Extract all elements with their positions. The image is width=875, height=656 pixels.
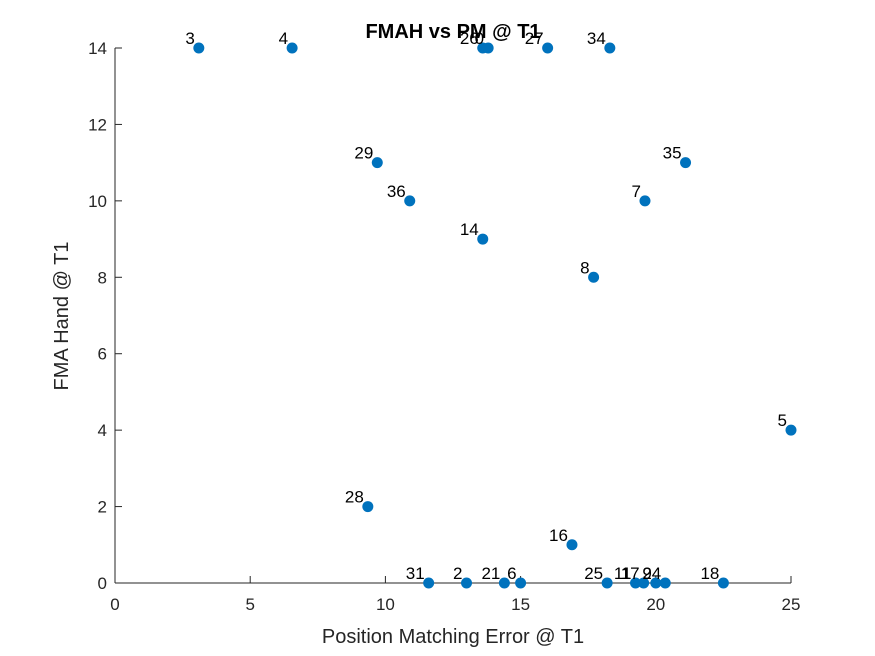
data-point <box>193 42 205 54</box>
y-tick-label: 6 <box>98 345 107 364</box>
data-point <box>404 195 416 207</box>
data-point-label: 17 <box>621 564 640 583</box>
data-point-label: 16 <box>549 526 568 545</box>
data-point-label: 4 <box>279 29 288 48</box>
data-point-label: 35 <box>663 144 682 163</box>
data-point-label: 31 <box>406 564 425 583</box>
data-point-label: 28 <box>345 488 364 507</box>
y-tick-label: 8 <box>98 268 107 287</box>
y-tick-label: 2 <box>98 498 107 517</box>
data-point-label: 24 <box>642 564 661 583</box>
data-point <box>659 577 671 589</box>
data-point-label: 2 <box>453 564 462 583</box>
y-tick-label: 4 <box>98 421 107 440</box>
data-point-label: 3 <box>185 29 194 48</box>
y-tick-label: 14 <box>88 39 107 58</box>
data-point <box>601 577 613 589</box>
data-point-label: 21 <box>481 564 500 583</box>
data-point <box>630 577 642 589</box>
data-point <box>515 577 527 589</box>
data-point-label: 34 <box>587 29 606 48</box>
data-point <box>477 233 489 245</box>
y-tick-label: 0 <box>98 574 107 593</box>
data-point-label: 18 <box>700 564 719 583</box>
data-point <box>604 42 616 54</box>
data-point <box>482 42 494 54</box>
data-point <box>717 577 729 589</box>
data-point <box>639 195 651 207</box>
data-point-label: 14 <box>460 220 479 239</box>
x-tick-label: 20 <box>646 595 665 614</box>
data-point <box>371 157 383 169</box>
data-point <box>650 577 662 589</box>
chart-title: FMAH vs PM @ T1 <box>365 21 540 43</box>
y-axis-label: FMA Hand @ T1 <box>51 242 73 391</box>
data-point <box>566 539 578 551</box>
data-point-label: 9 <box>642 564 651 583</box>
data-point <box>680 157 692 169</box>
data-point <box>542 42 554 54</box>
x-axis-label: Position Matching Error @ T1 <box>322 626 584 648</box>
data-point-label: 27 <box>525 29 544 48</box>
data-point-label: 29 <box>354 144 373 163</box>
data-point <box>461 577 473 589</box>
y-tick-label: 12 <box>88 115 107 134</box>
data-point-label: 11 <box>614 564 632 583</box>
data-point-label: 0 <box>475 29 484 48</box>
x-tick-label: 10 <box>376 595 395 614</box>
data-point-label: 7 <box>632 182 641 201</box>
data-point <box>498 577 510 589</box>
x-tick-label: 5 <box>245 595 254 614</box>
data-point-label: 6 <box>507 564 516 583</box>
x-tick-label: 25 <box>782 595 801 614</box>
data-point <box>423 577 435 589</box>
data-point <box>638 577 650 589</box>
data-point <box>362 501 374 513</box>
x-tick-label: 0 <box>110 595 119 614</box>
data-point-label: 5 <box>778 411 787 430</box>
y-tick-label: 10 <box>88 192 107 211</box>
data-point-label: 8 <box>580 258 589 277</box>
data-point-label: 36 <box>387 182 406 201</box>
data-point <box>785 424 797 436</box>
data-point-label: 26 <box>460 29 479 48</box>
data-point-label: 25 <box>584 564 603 583</box>
data-point <box>588 271 600 283</box>
data-point <box>286 42 298 54</box>
x-tick-label: 15 <box>511 595 530 614</box>
